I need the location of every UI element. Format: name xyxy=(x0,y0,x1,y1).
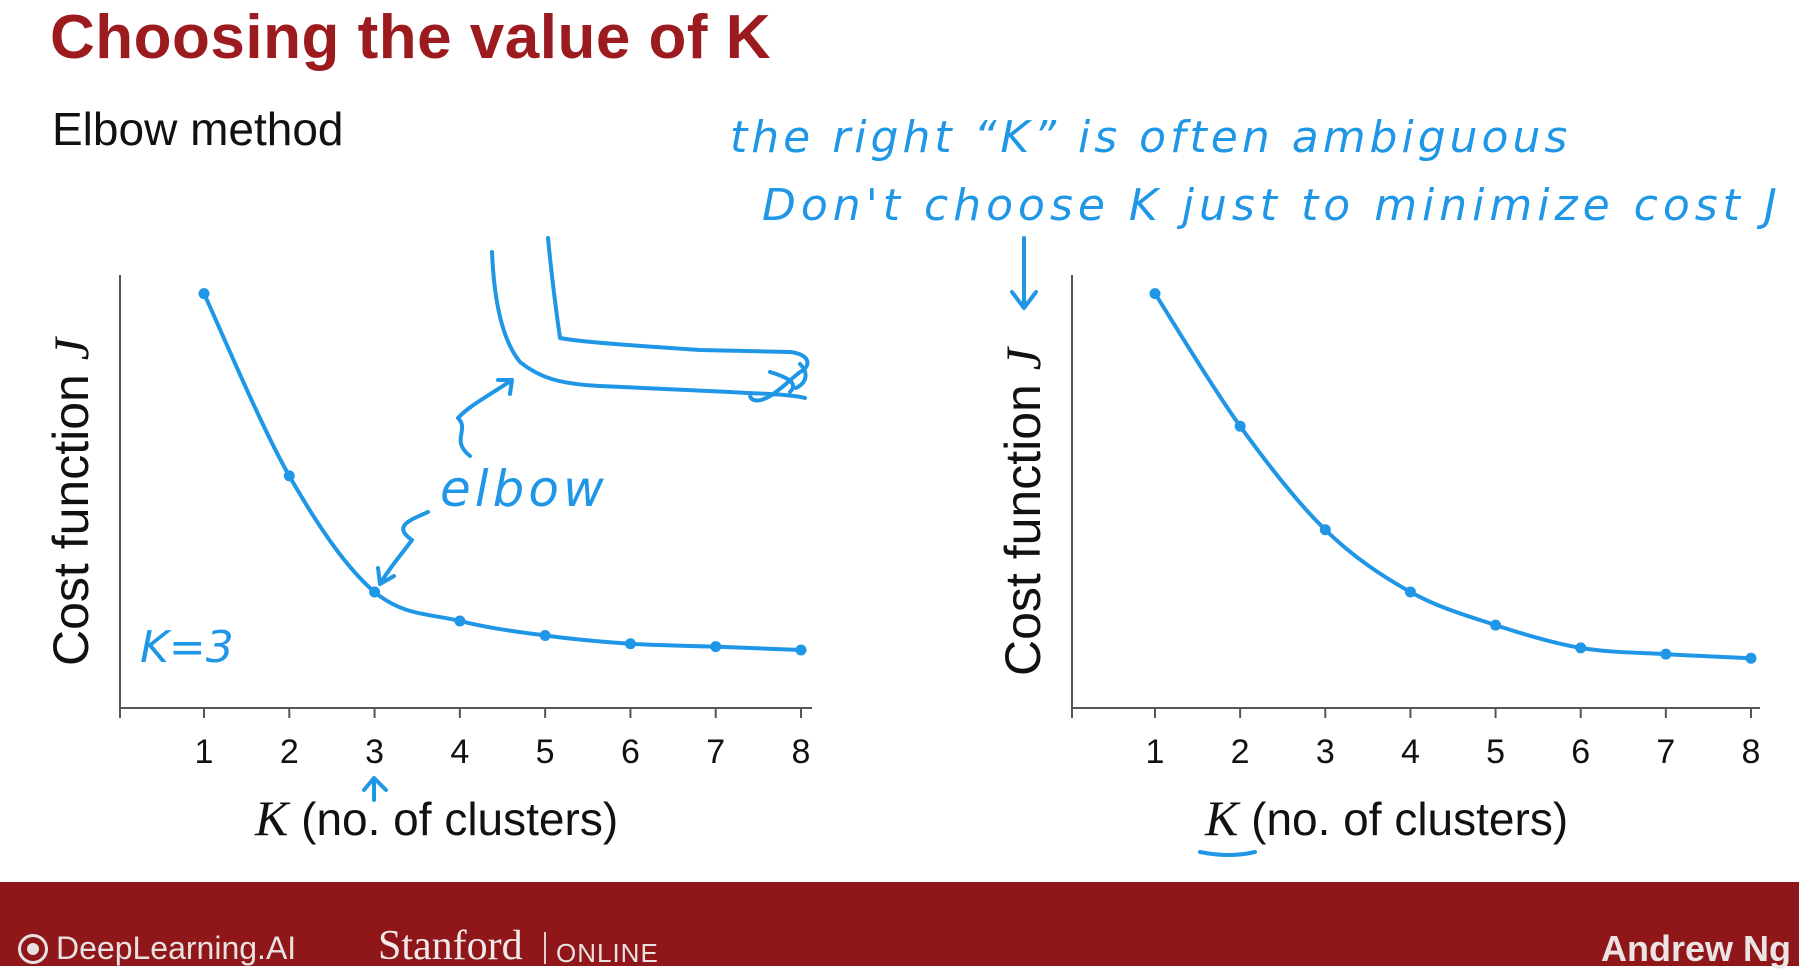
annotation-elbow-label: elbow xyxy=(440,460,608,518)
y-axis-label-var: J xyxy=(995,345,1051,370)
y-axis-label: Cost function J xyxy=(43,335,99,666)
annotation-k-choice: K=3 xyxy=(140,622,234,673)
stanford-text: Stanford xyxy=(378,923,523,969)
data-point-k6 xyxy=(1575,642,1587,654)
data-point-k3 xyxy=(369,586,381,598)
x-tick-label-6: 6 xyxy=(621,733,640,771)
data-point-k4 xyxy=(1404,586,1416,598)
data-point-k8 xyxy=(795,644,807,656)
y-axis-label-text: Cost function xyxy=(995,370,1051,676)
x-tick-label-3: 3 xyxy=(365,733,384,771)
x-tick-label-2: 2 xyxy=(280,733,299,771)
data-point-k2 xyxy=(1234,420,1246,432)
x-tick-label-5: 5 xyxy=(536,733,555,771)
x-tick-label-8: 8 xyxy=(1742,733,1761,771)
data-point-k3 xyxy=(1319,524,1331,536)
x-axis-label-text: (no. of clusters) xyxy=(1238,793,1568,845)
x-tick-label-2: 2 xyxy=(1231,733,1250,771)
x-tick-label-1: 1 xyxy=(195,733,214,771)
elbow-chart-right: 1 2 3 4 5 6 7 8 Cost function J K (no. of cluster… xyxy=(995,275,1760,846)
data-point-k5 xyxy=(1490,619,1502,631)
x-tick-label-7: 7 xyxy=(706,733,725,771)
x-tick-label-5: 5 xyxy=(1486,733,1505,771)
data-point-k8 xyxy=(1745,652,1757,664)
footer-divider xyxy=(544,932,546,964)
data-point-k1 xyxy=(1149,288,1161,300)
x-tick-label-1: 1 xyxy=(1146,733,1165,771)
data-point-k4 xyxy=(454,615,466,627)
data-point-k1 xyxy=(198,288,210,300)
slide-subtitle: Elbow method xyxy=(52,103,344,155)
charts-canvas: 1 2 3 4 5 6 7 8 Cost function J K (no. of cluster… xyxy=(43,236,1760,857)
x-tick-label-7: 7 xyxy=(1656,733,1675,771)
deeplearning-ai-brand: DeepLearning.AI xyxy=(18,930,296,967)
x-axis-label: K (no. of clusters) xyxy=(254,790,618,846)
x-tick-label-3: 3 xyxy=(1316,733,1335,771)
x-axis-label-var: K xyxy=(254,790,291,846)
k-underline xyxy=(1198,850,1257,857)
slide-title: Choosing the value of K xyxy=(50,3,772,72)
arrow-to-arm-elbow xyxy=(456,378,514,458)
y-axis-label-text: Cost function xyxy=(43,360,99,666)
x-axis-label-var: K xyxy=(1204,790,1241,846)
arrow-to-chart-elbow xyxy=(376,510,430,586)
author-name: Andrew Ng xyxy=(1600,928,1791,969)
annotation-note-dont-minimize: Don't choose K just to minimize cost J xyxy=(762,180,1782,231)
elbow-chart-left: 1 2 3 4 5 6 7 8 Cost function J K (no. of cluster… xyxy=(43,275,812,846)
x-axis-label: K (no. of clusters) xyxy=(1204,790,1568,846)
x-tick-label-4: 4 xyxy=(1401,733,1420,771)
k3-arrow xyxy=(362,776,388,802)
y-axis-label-var: J xyxy=(43,335,99,360)
data-point-k5 xyxy=(539,629,551,641)
x-tick-label-6: 6 xyxy=(1571,733,1590,771)
cost-curve-series xyxy=(1153,291,1753,661)
data-point-k7 xyxy=(1660,648,1672,660)
brand-text: DeepLearning.AI xyxy=(56,930,297,966)
y-axis-label: Cost function J xyxy=(995,345,1051,676)
arrow-to-cost-axis xyxy=(1010,236,1038,310)
data-point-k6 xyxy=(624,638,636,650)
deeplearning-logo-icon xyxy=(18,933,48,964)
online-text: ONLINE xyxy=(556,938,659,968)
x-tick-label-4: 4 xyxy=(450,733,469,771)
data-point-k7 xyxy=(710,641,722,653)
cost-curve-series xyxy=(202,291,803,652)
data-point-k2 xyxy=(283,470,295,482)
arm-sketch xyxy=(490,236,810,403)
annotation-note-ambiguous: the right “K” is often ambiguous xyxy=(730,112,1572,163)
footer-bar: DeepLearning.AI Stanford ONLINE Andrew N… xyxy=(0,882,1799,969)
x-tick-label-8: 8 xyxy=(792,733,811,771)
x-axis-label-text: (no. of clusters) xyxy=(288,793,618,845)
